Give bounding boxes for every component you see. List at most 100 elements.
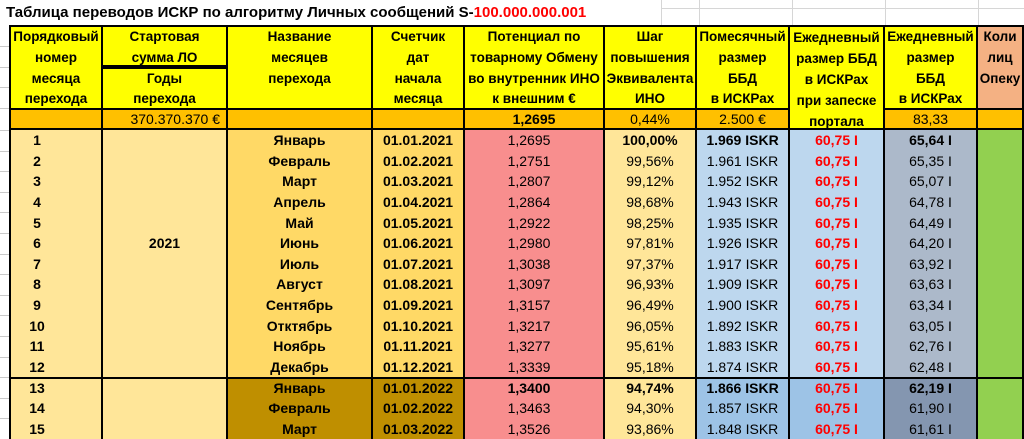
cell-step[interactable]: 98,68%	[605, 191, 697, 213]
cell-daily-portal[interactable]: 60,75 I	[790, 253, 885, 275]
cell-date[interactable]: 01.01.2022	[373, 377, 465, 398]
cell-step[interactable]: 98,25%	[605, 212, 697, 233]
cell-daily-portal[interactable]: 60,75 I	[790, 130, 885, 151]
cell-step[interactable]: 94,30%	[605, 397, 697, 419]
cell-date[interactable]: 01.02.2022	[373, 397, 465, 419]
cell-potential[interactable]: 1,3217	[465, 315, 605, 336]
cell-month[interactable]: Ноябрь	[228, 335, 373, 357]
cell-step[interactable]: 95,61%	[605, 335, 697, 357]
cell-monthly-bbd[interactable]: 1.874 ISKR	[697, 356, 790, 378]
cell-month[interactable]: Февраль	[228, 397, 373, 419]
cell-potential[interactable]: 1,3157	[465, 294, 605, 316]
cell-daily-bbd[interactable]: 65,07 I	[885, 171, 978, 192]
cell-monthly-bbd[interactable]: 1.926 ISKR	[697, 232, 790, 254]
cell-month[interactable]: Июль	[228, 253, 373, 275]
header-years[interactable]: Годы перехода	[103, 66, 228, 108]
cell-date[interactable]: 01.03.2021	[373, 171, 465, 192]
cell-month[interactable]: Отктябрь	[228, 315, 373, 336]
cell-daily-bbd[interactable]: 62,19 I	[885, 377, 978, 398]
cell-monthly-bbd[interactable]: 1.892 ISKR	[697, 315, 790, 336]
cell-date[interactable]: 01.10.2021	[373, 315, 465, 336]
header-guardians[interactable]: Коли лиц Опеку	[978, 25, 1024, 108]
cell-monthly-bbd[interactable]: 1.969 ISKR	[697, 130, 790, 151]
cell-index[interactable]: 11	[9, 335, 103, 357]
cell-year[interactable]: 2021	[103, 232, 228, 254]
cell-date[interactable]: 01.01.2021	[373, 130, 465, 151]
cell-guardians[interactable]	[978, 130, 1024, 151]
header-potential[interactable]: Потенциал по товарному Обмену во внутрен…	[465, 25, 605, 108]
cell-step[interactable]: 97,37%	[605, 253, 697, 275]
cell-month[interactable]: Март	[228, 418, 373, 439]
cell-monthly-bbd[interactable]: 1.952 ISKR	[697, 171, 790, 192]
cell-date[interactable]: 01.02.2021	[373, 150, 465, 172]
cell-month[interactable]: Август	[228, 274, 373, 295]
cell-monthly-bbd[interactable]: 1.909 ISKR	[697, 274, 790, 295]
cell-index[interactable]: 15	[9, 418, 103, 439]
cell-step[interactable]: 99,56%	[605, 150, 697, 172]
cell-year[interactable]	[103, 335, 228, 357]
cell-month[interactable]: Январь	[228, 377, 373, 398]
header-start-sum[interactable]: Стартовая сумма ЛО	[103, 25, 228, 67]
cell-date[interactable]: 01.05.2021	[373, 212, 465, 233]
cell-index[interactable]: 9	[9, 294, 103, 316]
cell-guardians[interactable]	[978, 171, 1024, 192]
summary-step[interactable]: 0,44%	[605, 108, 697, 130]
cell-monthly-bbd[interactable]: 1.900 ISKR	[697, 294, 790, 316]
cell-month[interactable]: Май	[228, 212, 373, 233]
summary-potential[interactable]: 1,2695	[465, 108, 605, 130]
cell-year[interactable]	[103, 150, 228, 172]
cell-potential[interactable]: 1,3038	[465, 253, 605, 275]
cell-daily-bbd[interactable]: 61,61 I	[885, 418, 978, 439]
cell-guardians[interactable]	[978, 274, 1024, 295]
cell-step[interactable]: 94,74%	[605, 377, 697, 398]
cell-step[interactable]: 95,18%	[605, 356, 697, 378]
cell-guardians[interactable]	[978, 335, 1024, 357]
cell-step[interactable]: 96,49%	[605, 294, 697, 316]
cell-monthly-bbd[interactable]: 1.866 ISKR	[697, 377, 790, 398]
cell-potential[interactable]: 1,2695	[465, 130, 605, 151]
cell-daily-bbd[interactable]: 63,34 I	[885, 294, 978, 316]
cell-guardians[interactable]	[978, 253, 1024, 275]
cell-monthly-bbd[interactable]: 1.917 ISKR	[697, 253, 790, 275]
cell-date[interactable]: 01.07.2021	[373, 253, 465, 275]
cell-daily-portal[interactable]: 60,75 I	[790, 397, 885, 419]
summary-start-sum[interactable]: 370.370.370 €	[103, 108, 228, 130]
cell-potential[interactable]: 1,2922	[465, 212, 605, 233]
cell-step[interactable]: 96,93%	[605, 274, 697, 295]
cell-daily-portal[interactable]: 60,75 I	[790, 171, 885, 192]
cell-daily-bbd[interactable]: 61,90 I	[885, 397, 978, 419]
cell-year[interactable]	[103, 171, 228, 192]
cell-daily-bbd[interactable]: 64,20 I	[885, 232, 978, 254]
cell-month[interactable]: Февраль	[228, 150, 373, 172]
cell-guardians[interactable]	[978, 150, 1024, 172]
cell-monthly-bbd[interactable]: 1.935 ISKR	[697, 212, 790, 233]
cell-step[interactable]: 96,05%	[605, 315, 697, 336]
cell-index[interactable]: 8	[9, 274, 103, 295]
cell-potential[interactable]: 1,3400	[465, 377, 605, 398]
cell-year[interactable]	[103, 418, 228, 439]
cell-index[interactable]: 2	[9, 150, 103, 172]
cell-index[interactable]: 4	[9, 191, 103, 213]
cell-guardians[interactable]	[978, 232, 1024, 254]
cell-year[interactable]	[103, 130, 228, 151]
cell-daily-portal[interactable]: 60,75 I	[790, 212, 885, 233]
cell-guardians[interactable]	[978, 418, 1024, 439]
cell-step[interactable]: 100,00%	[605, 130, 697, 151]
cell-month[interactable]: Декабрь	[228, 356, 373, 378]
cell-guardians[interactable]	[978, 191, 1024, 213]
cell-month[interactable]: Апрель	[228, 191, 373, 213]
summary-month-cell[interactable]	[228, 108, 373, 130]
header-month-name[interactable]: Название месяцев перехода	[228, 25, 373, 108]
cell-year[interactable]	[103, 294, 228, 316]
cell-daily-bbd[interactable]: 63,92 I	[885, 253, 978, 275]
cell-date[interactable]: 01.06.2021	[373, 232, 465, 254]
cell-guardians[interactable]	[978, 397, 1024, 419]
cell-month[interactable]: Январь	[228, 130, 373, 151]
cell-potential[interactable]: 1,3339	[465, 356, 605, 378]
cell-index[interactable]: 7	[9, 253, 103, 275]
header-date-counter[interactable]: Счетчик дат начала месяца	[373, 25, 465, 108]
summary-index-cell[interactable]	[9, 108, 103, 130]
summary-monthly-bbd[interactable]: 2.500 €	[697, 108, 790, 130]
cell-potential[interactable]: 1,2751	[465, 150, 605, 172]
cell-daily-portal[interactable]: 60,75 I	[790, 418, 885, 439]
